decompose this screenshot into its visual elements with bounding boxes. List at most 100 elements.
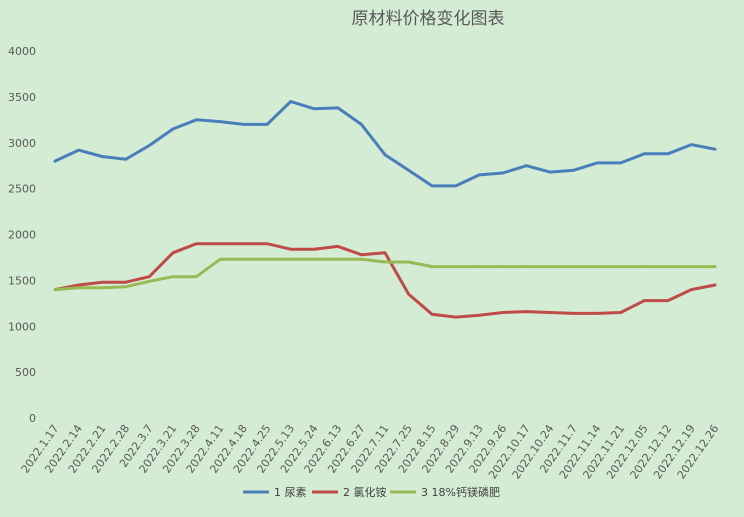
data-point [572,312,575,315]
y-tick-label: 3500 [8,91,36,104]
data-point [148,275,151,278]
data-point [265,242,269,245]
data-point [265,258,269,261]
data-point [218,242,222,245]
data-point [383,251,387,254]
data-point [171,275,175,278]
data-point [148,144,151,147]
data-point [148,280,151,283]
data-point [336,258,340,261]
legend-label: 2 氯化铵 [343,485,387,499]
y-tick-label: 0 [29,412,36,425]
y-axis-ticks: 0 500 1000 1500 2000 2500 3000 3500 4000 [8,45,36,425]
data-point [548,311,552,314]
y-tick-label: 3000 [8,137,36,150]
data-point [643,299,646,302]
data-point [666,265,670,268]
data-point [383,153,387,156]
data-point [289,100,292,103]
data-point [383,260,387,264]
data-point [525,310,528,313]
data-point [360,258,363,261]
data-point [407,169,410,172]
data-point [77,148,80,152]
data-point [124,158,127,161]
data-point [53,159,57,163]
data-point [407,292,410,296]
data-point [313,248,316,251]
data-point [713,148,717,151]
y-tick-label: 4000 [8,45,36,58]
legend-label: 3 18%钙镁磷肥 [421,485,500,499]
data-point [242,123,245,126]
data-point [525,265,528,268]
data-point [124,281,127,284]
data-point [713,283,717,287]
data-point [218,258,222,261]
data-point [77,283,80,287]
data-point [713,265,717,268]
data-point [53,288,57,291]
data-point [289,248,292,251]
data-point [171,127,175,131]
data-point [643,152,646,155]
data-point [454,315,457,319]
data-point [77,286,80,289]
data-point [478,265,481,268]
data-point [100,286,104,289]
legend-label: 1 尿素 [274,486,307,499]
data-point [619,161,622,165]
data-point [690,288,693,291]
data-point [525,164,528,167]
data-point [242,242,245,245]
data-point [572,169,575,172]
data-point [360,253,363,256]
y-tick-label: 1500 [8,274,36,287]
data-point [336,106,340,110]
data-point [454,184,457,188]
data-point [336,245,340,248]
data-point [595,312,599,315]
data-point [595,161,599,165]
data-point [430,265,434,268]
series-lines [53,100,717,319]
data-point [430,184,434,188]
y-tick-label: 1000 [8,320,36,333]
data-point [619,265,622,268]
data-point [666,299,670,302]
data-point [595,265,599,268]
data-point [195,242,198,245]
data-point [548,265,552,268]
data-point [690,143,693,146]
data-point [360,123,363,126]
data-point [501,311,505,314]
data-point [643,265,646,268]
data-point [171,251,175,254]
chart-title: 原材料价格变化图表 [352,9,505,29]
data-point [100,281,104,284]
data-point [100,155,104,158]
data-point [242,258,245,261]
data-point [430,313,434,316]
y-tick-label: 2500 [8,183,36,196]
data-point [690,265,693,268]
data-point [454,265,457,268]
data-point [666,152,670,155]
data-point [478,173,481,177]
data-point [218,120,222,123]
data-point [289,258,292,261]
data-point [313,107,316,111]
y-tick-label: 2000 [8,229,36,242]
data-point [478,314,481,317]
data-point [501,171,505,175]
data-point [195,275,198,278]
data-point [501,265,505,268]
data-point [407,260,410,264]
data-point [313,258,316,261]
y-tick-label: 500 [15,366,36,379]
data-point [548,170,552,174]
data-point [619,311,622,314]
